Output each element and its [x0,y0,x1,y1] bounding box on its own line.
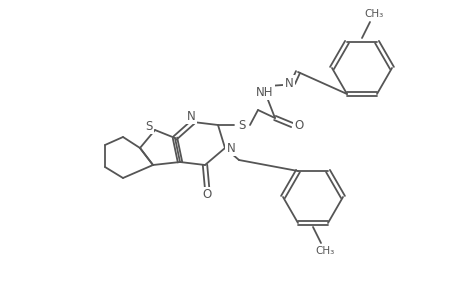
Text: N: N [186,110,195,122]
Text: CH₃: CH₃ [364,9,383,19]
Text: S: S [238,118,245,131]
Text: O: O [294,118,303,131]
Text: O: O [202,188,211,202]
Text: N: N [284,76,293,89]
Text: NH: NH [256,85,273,98]
Text: CH₃: CH₃ [315,246,334,256]
Text: S: S [145,119,152,133]
Text: N: N [226,142,235,154]
